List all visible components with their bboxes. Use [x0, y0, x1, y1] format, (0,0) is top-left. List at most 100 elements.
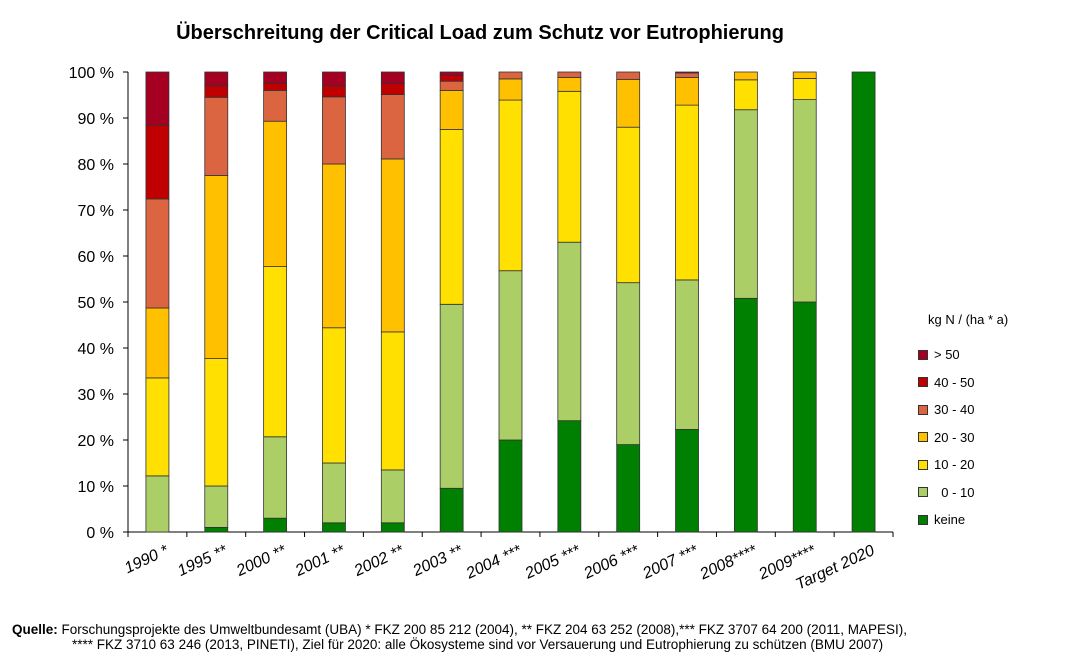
y-tick-label: 10 %	[78, 479, 114, 496]
bar-segment	[439, 487, 464, 533]
legend-swatch	[918, 487, 928, 498]
source-line-1: Forschungsprojekte des Umweltbundesamt (…	[61, 622, 907, 637]
bar-segment	[263, 71, 288, 84]
legend-item: 10 - 20	[918, 451, 1008, 479]
bar-segment	[263, 517, 288, 533]
bar-segment	[792, 301, 817, 533]
bar-segment	[263, 83, 288, 91]
legend-swatch	[918, 349, 928, 360]
legend-item: 0 - 10	[918, 479, 1008, 507]
bar-segment	[322, 462, 346, 524]
bar-segment	[204, 358, 229, 487]
bar-segment	[204, 71, 229, 87]
bar-segment	[557, 90, 582, 243]
bar-segment	[204, 96, 229, 176]
bar-segment	[557, 241, 582, 422]
bar-segment	[498, 99, 523, 272]
y-tick-label: 100 %	[69, 65, 114, 82]
x-tick-label: 1995 **	[175, 542, 230, 580]
chart-legend: kg N / (ha * a) > 50 40 - 50 30 - 40 20 - 3…	[918, 312, 1008, 534]
bar-segment	[675, 279, 699, 430]
bar-segment	[733, 79, 758, 111]
bar-segment	[380, 158, 405, 333]
y-tick-label: 60 %	[78, 249, 114, 266]
bar-segment	[498, 71, 523, 80]
bar-segment	[439, 71, 464, 77]
bar-segment	[792, 99, 817, 303]
bar-segment	[792, 71, 817, 79]
bar-segment	[557, 71, 582, 78]
bar-segment	[380, 522, 405, 533]
bar-segment	[733, 71, 758, 81]
bar-segment	[439, 75, 464, 82]
x-tick-label: 2004 ***	[463, 542, 525, 583]
bar-segment	[498, 439, 523, 533]
bar-segment	[380, 469, 405, 524]
legend-label: keine	[934, 512, 966, 528]
legend-label: 10 - 20	[934, 457, 975, 473]
x-tick-label: 2008****	[697, 542, 761, 584]
bar-segment	[322, 96, 346, 165]
y-tick-label: 40 %	[78, 341, 114, 358]
x-tick-label: 2002 **	[351, 542, 407, 580]
legend-label: 40 - 50	[934, 374, 975, 390]
legend-item: 20 - 30	[918, 424, 1008, 452]
bar-segment	[380, 71, 405, 84]
bar-segment	[557, 77, 582, 92]
legend-item: 40 - 50	[918, 369, 1008, 397]
bar-segment	[145, 307, 170, 379]
x-tick-label: 2007 ***	[639, 542, 701, 583]
bar-segment	[145, 377, 170, 477]
source-note: Quelle: Forschungsprojekte des Umweltbun…	[12, 622, 1082, 652]
bar-segment	[439, 80, 464, 91]
bar-segment	[322, 522, 346, 533]
legend-swatch	[918, 377, 928, 388]
bar-segment	[145, 71, 170, 126]
legend-swatch	[918, 404, 928, 415]
legend-title: kg N / (ha * a)	[928, 312, 1009, 327]
bar-segment	[322, 327, 346, 464]
legend-item: keine	[918, 506, 1008, 534]
y-tick-label: 30 %	[78, 387, 114, 404]
x-tick-label: 2000 **	[233, 542, 289, 580]
legend-label: 0 - 10	[934, 484, 975, 500]
bar-segment	[733, 109, 758, 299]
source-label: Quelle:	[12, 622, 58, 637]
x-tick-label: 2003 **	[410, 542, 466, 580]
bar-segment	[733, 297, 758, 533]
bar-segment	[263, 266, 288, 438]
bar-segment	[145, 198, 170, 309]
bar-segment	[263, 90, 288, 122]
x-tick-label: 2005 ***	[522, 542, 584, 583]
y-tick-label: 70 %	[78, 203, 114, 220]
bar-segment	[204, 85, 229, 98]
bar-segment	[498, 270, 523, 441]
bar-segment	[204, 527, 229, 533]
bar-segment	[675, 429, 699, 533]
bar-segment	[851, 71, 876, 533]
y-tick-label: 0 %	[86, 525, 114, 542]
bar-segment	[616, 282, 641, 445]
legend-swatch	[918, 459, 928, 470]
bar-segment	[204, 485, 229, 528]
y-tick-label: 90 %	[78, 111, 114, 128]
bar-segment	[145, 124, 170, 200]
bar-segment	[675, 77, 699, 106]
bar-segment	[675, 72, 699, 78]
bar-segment	[439, 129, 464, 305]
y-tick-label: 80 %	[78, 157, 114, 174]
bar-segment	[616, 126, 641, 284]
bar-segment	[616, 71, 641, 80]
bar-segment	[557, 420, 582, 533]
bar-segment	[380, 94, 405, 160]
legend-label: 30 - 40	[934, 402, 975, 418]
bar-segment	[380, 331, 405, 471]
y-tick-label: 20 %	[78, 433, 114, 450]
legend-label: 20 - 30	[934, 429, 975, 445]
chart-title: Überschreitung der Critical Load zum Sch…	[176, 22, 784, 44]
bar-segment	[322, 71, 346, 87]
source-line-2: **** FKZ 3710 63 246 (2013, PINETI), Zie…	[72, 637, 884, 652]
bar-segment	[792, 78, 817, 101]
legend-label: > 50	[934, 347, 960, 363]
